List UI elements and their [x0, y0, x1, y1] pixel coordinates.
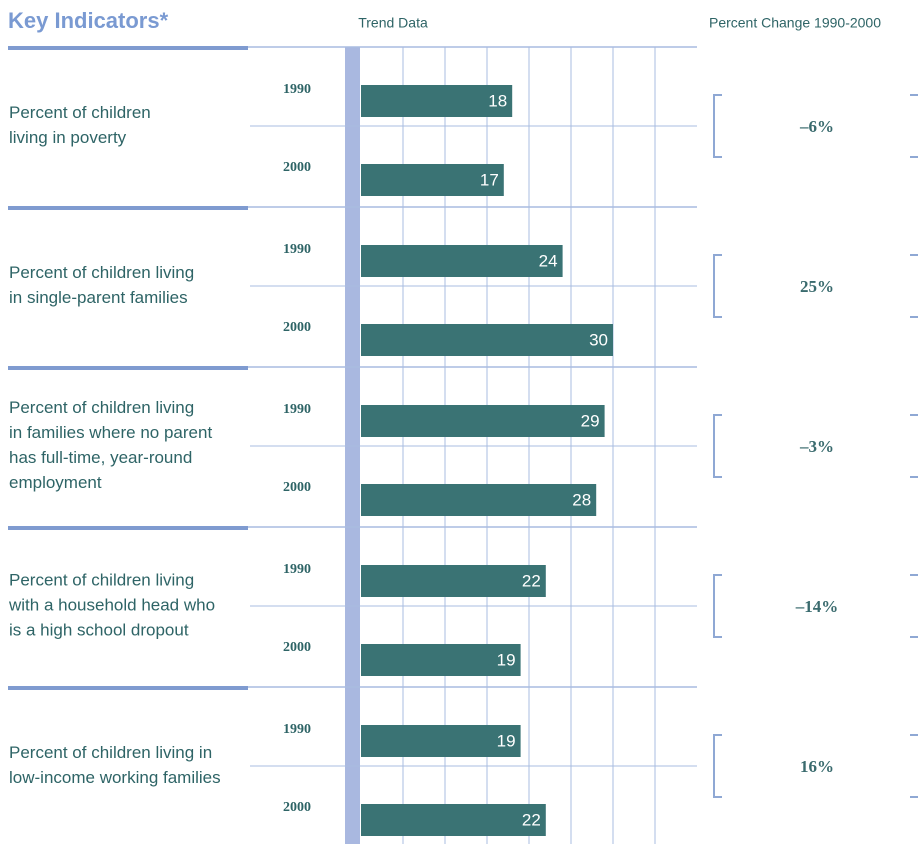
indicator-label: in families where no parent	[9, 423, 212, 442]
indicator-label: Percent of children living	[9, 398, 194, 417]
bracket	[713, 414, 722, 478]
indicator-label: living in poverty	[9, 128, 127, 147]
year-label: 1990	[283, 562, 311, 577]
year-label: 2000	[283, 320, 311, 335]
indicator-label: Percent of children living	[9, 263, 194, 282]
year-label: 1990	[283, 722, 311, 737]
percent-change: –3%	[799, 437, 834, 456]
bracket	[713, 254, 722, 318]
bar-label: 18	[488, 91, 507, 110]
bar-label: 24	[539, 251, 558, 270]
bar-label: 28	[572, 490, 591, 509]
indicator-label: with a household head who	[8, 595, 215, 614]
indicator-label: Percent of children living in	[9, 743, 212, 762]
chart-title: Key Indicators*	[8, 8, 169, 33]
bar-label: 19	[497, 650, 516, 669]
year-label: 1990	[283, 82, 311, 97]
indicator-label: Percent of children	[9, 103, 151, 122]
indicator-label: is a high school dropout	[9, 620, 189, 639]
bar-label: 19	[497, 731, 516, 750]
year-label: 2000	[283, 160, 311, 175]
bar	[361, 405, 605, 437]
indicator-label: employment	[9, 473, 102, 492]
percent-change: –6%	[799, 117, 834, 136]
bar-label: 29	[581, 411, 600, 430]
indicator-label: in single-parent families	[9, 288, 188, 307]
bar	[361, 644, 521, 676]
bar	[361, 245, 563, 277]
bar	[361, 565, 546, 597]
bar	[361, 324, 613, 356]
bar	[361, 484, 597, 516]
change-header: Percent Change 1990-2000	[709, 15, 881, 31]
year-label: 2000	[283, 480, 311, 495]
year-label: 1990	[283, 402, 311, 417]
percent-change: 16%	[800, 757, 834, 776]
trend-header: Trend Data	[358, 15, 428, 31]
bar-label: 30	[589, 330, 608, 349]
year-label: 2000	[283, 800, 311, 815]
bar	[361, 85, 513, 117]
indicator-label: Percent of children living	[9, 570, 194, 589]
percent-change: –14%	[795, 597, 839, 616]
bracket	[713, 734, 722, 798]
percent-change: 25%	[800, 277, 834, 296]
bar-label: 22	[522, 571, 541, 590]
year-label: 2000	[283, 640, 311, 655]
bar-label: 22	[522, 810, 541, 829]
year-label: 1990	[283, 242, 311, 257]
bracket	[713, 574, 722, 638]
bracket	[713, 94, 722, 158]
bar	[361, 725, 521, 757]
bar	[361, 164, 504, 196]
indicator-label: low-income working families	[9, 768, 221, 787]
bar	[361, 804, 546, 836]
indicator-label: has full-time, year-round	[9, 448, 192, 467]
bar-label: 17	[480, 170, 499, 189]
